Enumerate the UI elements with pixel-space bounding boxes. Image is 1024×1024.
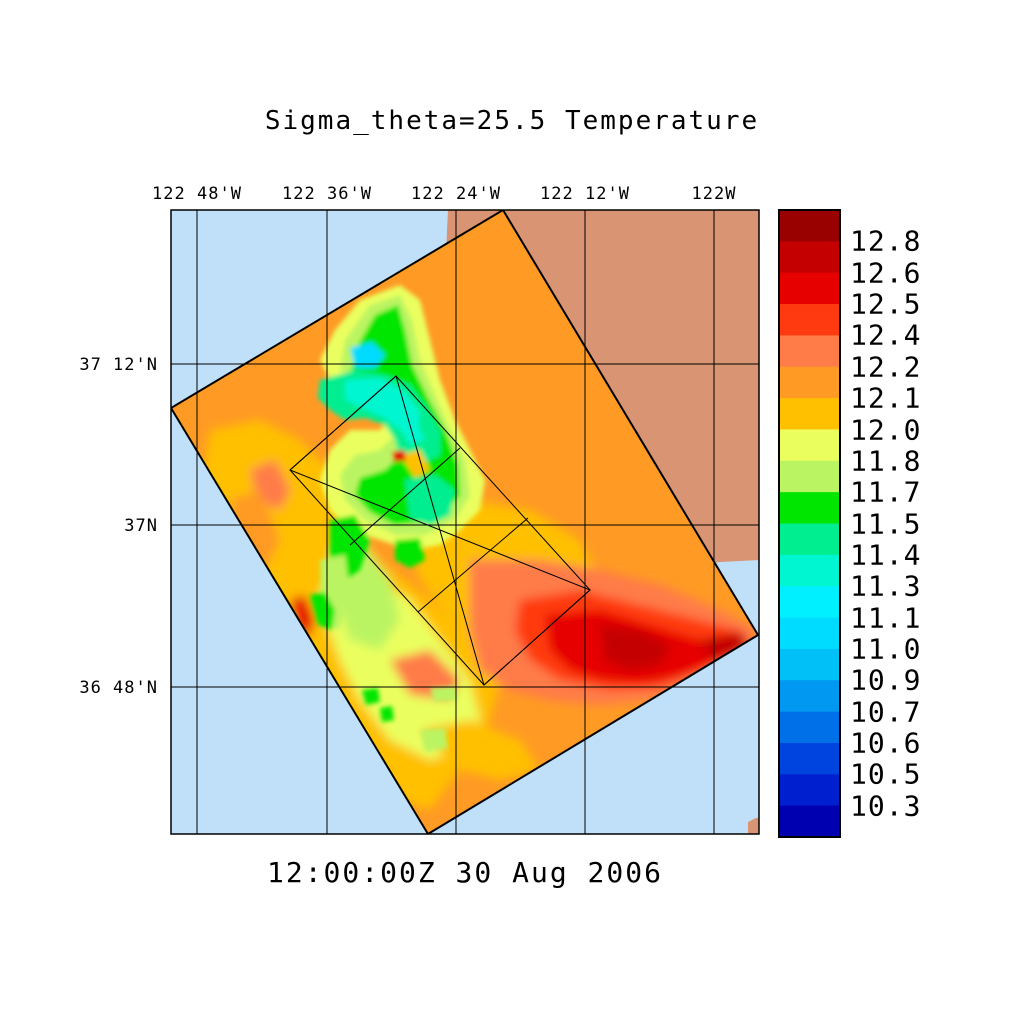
plot-timestamp: 12:00:00Z 30 Aug 2006: [266, 856, 663, 889]
lat-tick-label: 37 12'N: [79, 355, 158, 375]
map-frame: [170, 209, 760, 835]
plot-title: Sigma_theta=25.5 Temperature: [264, 106, 760, 136]
colorbar-label: 11.4: [850, 538, 922, 572]
colorbar-label: 11.0: [850, 632, 922, 666]
colorbar-label: 11.7: [850, 475, 922, 509]
colorbar-swatch: [779, 241, 840, 274]
colorbar-label: 11.8: [850, 444, 922, 478]
colorbar-label: 12.8: [850, 224, 922, 258]
colorbar-swatch: [779, 460, 840, 493]
colorbar-swatch: [779, 398, 840, 431]
lat-tick-label: 36 48'N: [79, 678, 158, 698]
lat-tick-label: 37N: [124, 516, 158, 536]
colorbar-swatch: [779, 272, 840, 305]
colorbar-label: 10.3: [850, 789, 922, 823]
inner-domain-boxes: [289, 375, 591, 686]
lon-tick-label: 122 12'W: [540, 184, 630, 204]
colorbar-label: 12.1: [850, 381, 922, 415]
colorbar-label: 12.4: [850, 318, 922, 352]
colorbar-swatch: [779, 492, 840, 525]
colorbar-label: 12.2: [850, 350, 922, 384]
colorbar-label: 11.3: [850, 569, 922, 603]
colorbar-label: 10.5: [850, 757, 922, 791]
colorbar-label: 10.9: [850, 663, 922, 697]
colorbar-border: [778, 209, 841, 838]
map-land-corner: [748, 818, 759, 834]
colorbar-swatch: [779, 586, 840, 619]
colorbar: [779, 210, 840, 838]
colorbar-swatch: [779, 680, 840, 713]
colorbar-swatch: [779, 805, 840, 838]
model-domain-outline: [171, 210, 759, 834]
colorbar-swatch: [779, 335, 840, 368]
colorbar-swatch: [779, 366, 840, 399]
colorbar-swatch: [779, 774, 840, 807]
colorbar-swatch: [779, 554, 840, 587]
colorbar-label: 10.7: [850, 695, 922, 729]
colorbar-label: 11.1: [850, 601, 922, 634]
colorbar-swatch: [779, 711, 840, 744]
colorbar-label: 12.6: [850, 256, 922, 290]
colorbar-label: 10.6: [850, 726, 922, 760]
colorbar-swatch: [779, 523, 840, 556]
lon-tick-label: 122 36'W: [282, 184, 372, 204]
colorbar-swatch: [779, 648, 840, 681]
colorbar-swatch: [779, 742, 840, 775]
colorbar-label: 12.0: [850, 413, 922, 446]
colorbar-swatch: [779, 304, 840, 336]
colorbar-label: 11.5: [850, 507, 922, 540]
colorbar-swatch: [779, 617, 840, 650]
colorbar-swatch: [779, 429, 840, 462]
lon-tick-label: 122W: [691, 184, 737, 204]
colorbar-label: 12.5: [850, 287, 922, 321]
map-gridlines: [171, 210, 759, 834]
lon-tick-label: 122 24'W: [411, 184, 501, 204]
lon-tick-label: 122 48'W: [152, 184, 242, 204]
colorbar-swatch: [779, 210, 840, 242]
